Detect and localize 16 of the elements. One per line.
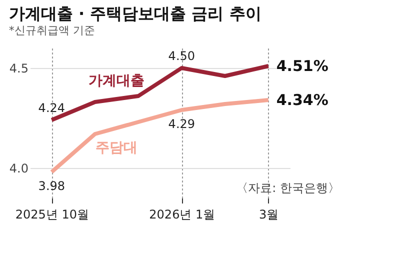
data-label: 4.34% — [276, 91, 328, 109]
x-tick-label: 2026년 1월 — [149, 208, 216, 222]
series-label: 주담대 — [96, 140, 138, 156]
data-label: 4.24 — [38, 101, 66, 115]
series-label: 가계대출 — [88, 73, 145, 89]
y-tick-label: 4.5 — [9, 62, 28, 76]
x-tick-label: 3월 — [259, 208, 279, 222]
data-label: 4.50 — [168, 49, 196, 63]
x-tick-label: 2025년 10월 — [15, 208, 89, 222]
chart-title: 가계대출 · 주택담보대출 금리 추이 — [8, 4, 262, 23]
data-label: 4.29 — [168, 117, 196, 131]
y-tick-label: 4.0 — [9, 162, 28, 176]
data-label: 3.98 — [38, 179, 66, 193]
data-label: 4.51% — [276, 57, 328, 75]
annotation: 〈자료: 한국은행〉 — [236, 181, 340, 195]
chart-subtitle: *신규취급액 기준 — [8, 24, 95, 37]
